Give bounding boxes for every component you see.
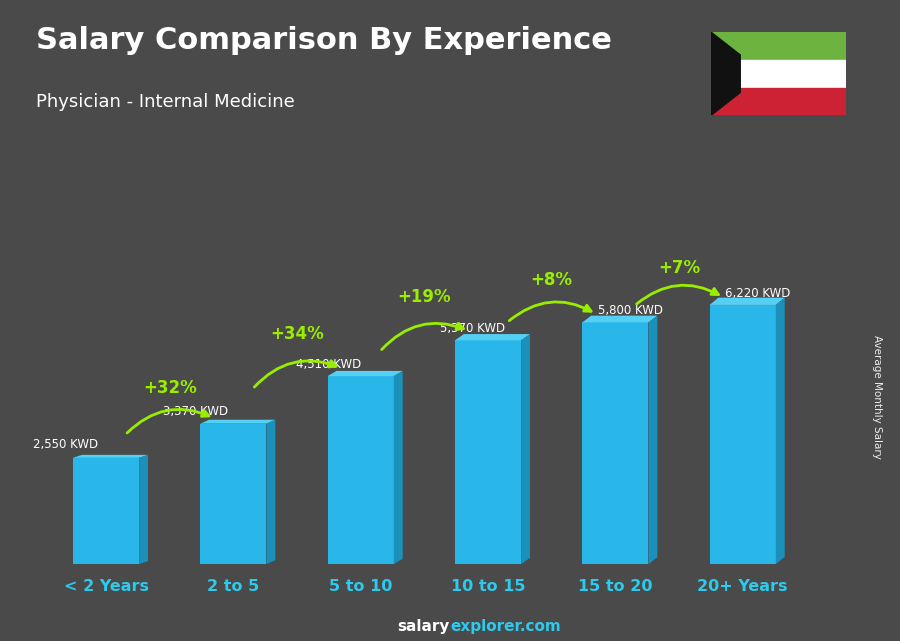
FancyBboxPatch shape (73, 458, 140, 564)
FancyBboxPatch shape (328, 376, 394, 564)
Text: +7%: +7% (658, 258, 700, 277)
Text: +8%: +8% (531, 271, 572, 289)
Text: 2,550 KWD: 2,550 KWD (32, 438, 98, 451)
Polygon shape (328, 371, 402, 376)
Text: 4,510 KWD: 4,510 KWD (296, 358, 362, 370)
Bar (711, 88, 846, 115)
Bar (711, 60, 846, 88)
FancyBboxPatch shape (454, 340, 521, 564)
Polygon shape (649, 315, 657, 564)
Text: +34%: +34% (270, 325, 324, 344)
Text: Physician - Internal Medicine: Physician - Internal Medicine (36, 93, 295, 111)
Polygon shape (140, 455, 148, 564)
Polygon shape (394, 371, 402, 564)
Text: 5,370 KWD: 5,370 KWD (440, 322, 505, 335)
Text: Salary Comparison By Experience: Salary Comparison By Experience (36, 26, 612, 54)
Polygon shape (454, 334, 530, 340)
Bar (711, 32, 846, 60)
FancyBboxPatch shape (582, 322, 649, 564)
Polygon shape (521, 334, 530, 564)
Polygon shape (709, 297, 785, 305)
Polygon shape (776, 297, 785, 564)
Text: 2 to 5: 2 to 5 (207, 579, 259, 594)
Text: 6,220 KWD: 6,220 KWD (725, 287, 791, 300)
Text: +19%: +19% (398, 288, 451, 306)
Text: 5,800 KWD: 5,800 KWD (598, 304, 663, 317)
Text: +32%: +32% (143, 379, 196, 397)
Polygon shape (73, 455, 148, 458)
Polygon shape (266, 420, 275, 564)
Text: < 2 Years: < 2 Years (64, 579, 148, 594)
Text: 15 to 20: 15 to 20 (578, 579, 652, 594)
Text: salary: salary (398, 619, 450, 635)
Polygon shape (201, 420, 275, 424)
Text: 10 to 15: 10 to 15 (451, 579, 526, 594)
Text: 20+ Years: 20+ Years (698, 579, 788, 594)
Polygon shape (711, 32, 740, 115)
Text: Average Monthly Salary: Average Monthly Salary (872, 335, 883, 460)
FancyBboxPatch shape (709, 305, 776, 564)
Text: 3,370 KWD: 3,370 KWD (163, 405, 228, 418)
Text: 5 to 10: 5 to 10 (329, 579, 392, 594)
Polygon shape (582, 315, 657, 322)
Text: explorer.com: explorer.com (450, 619, 561, 635)
FancyBboxPatch shape (201, 424, 266, 564)
